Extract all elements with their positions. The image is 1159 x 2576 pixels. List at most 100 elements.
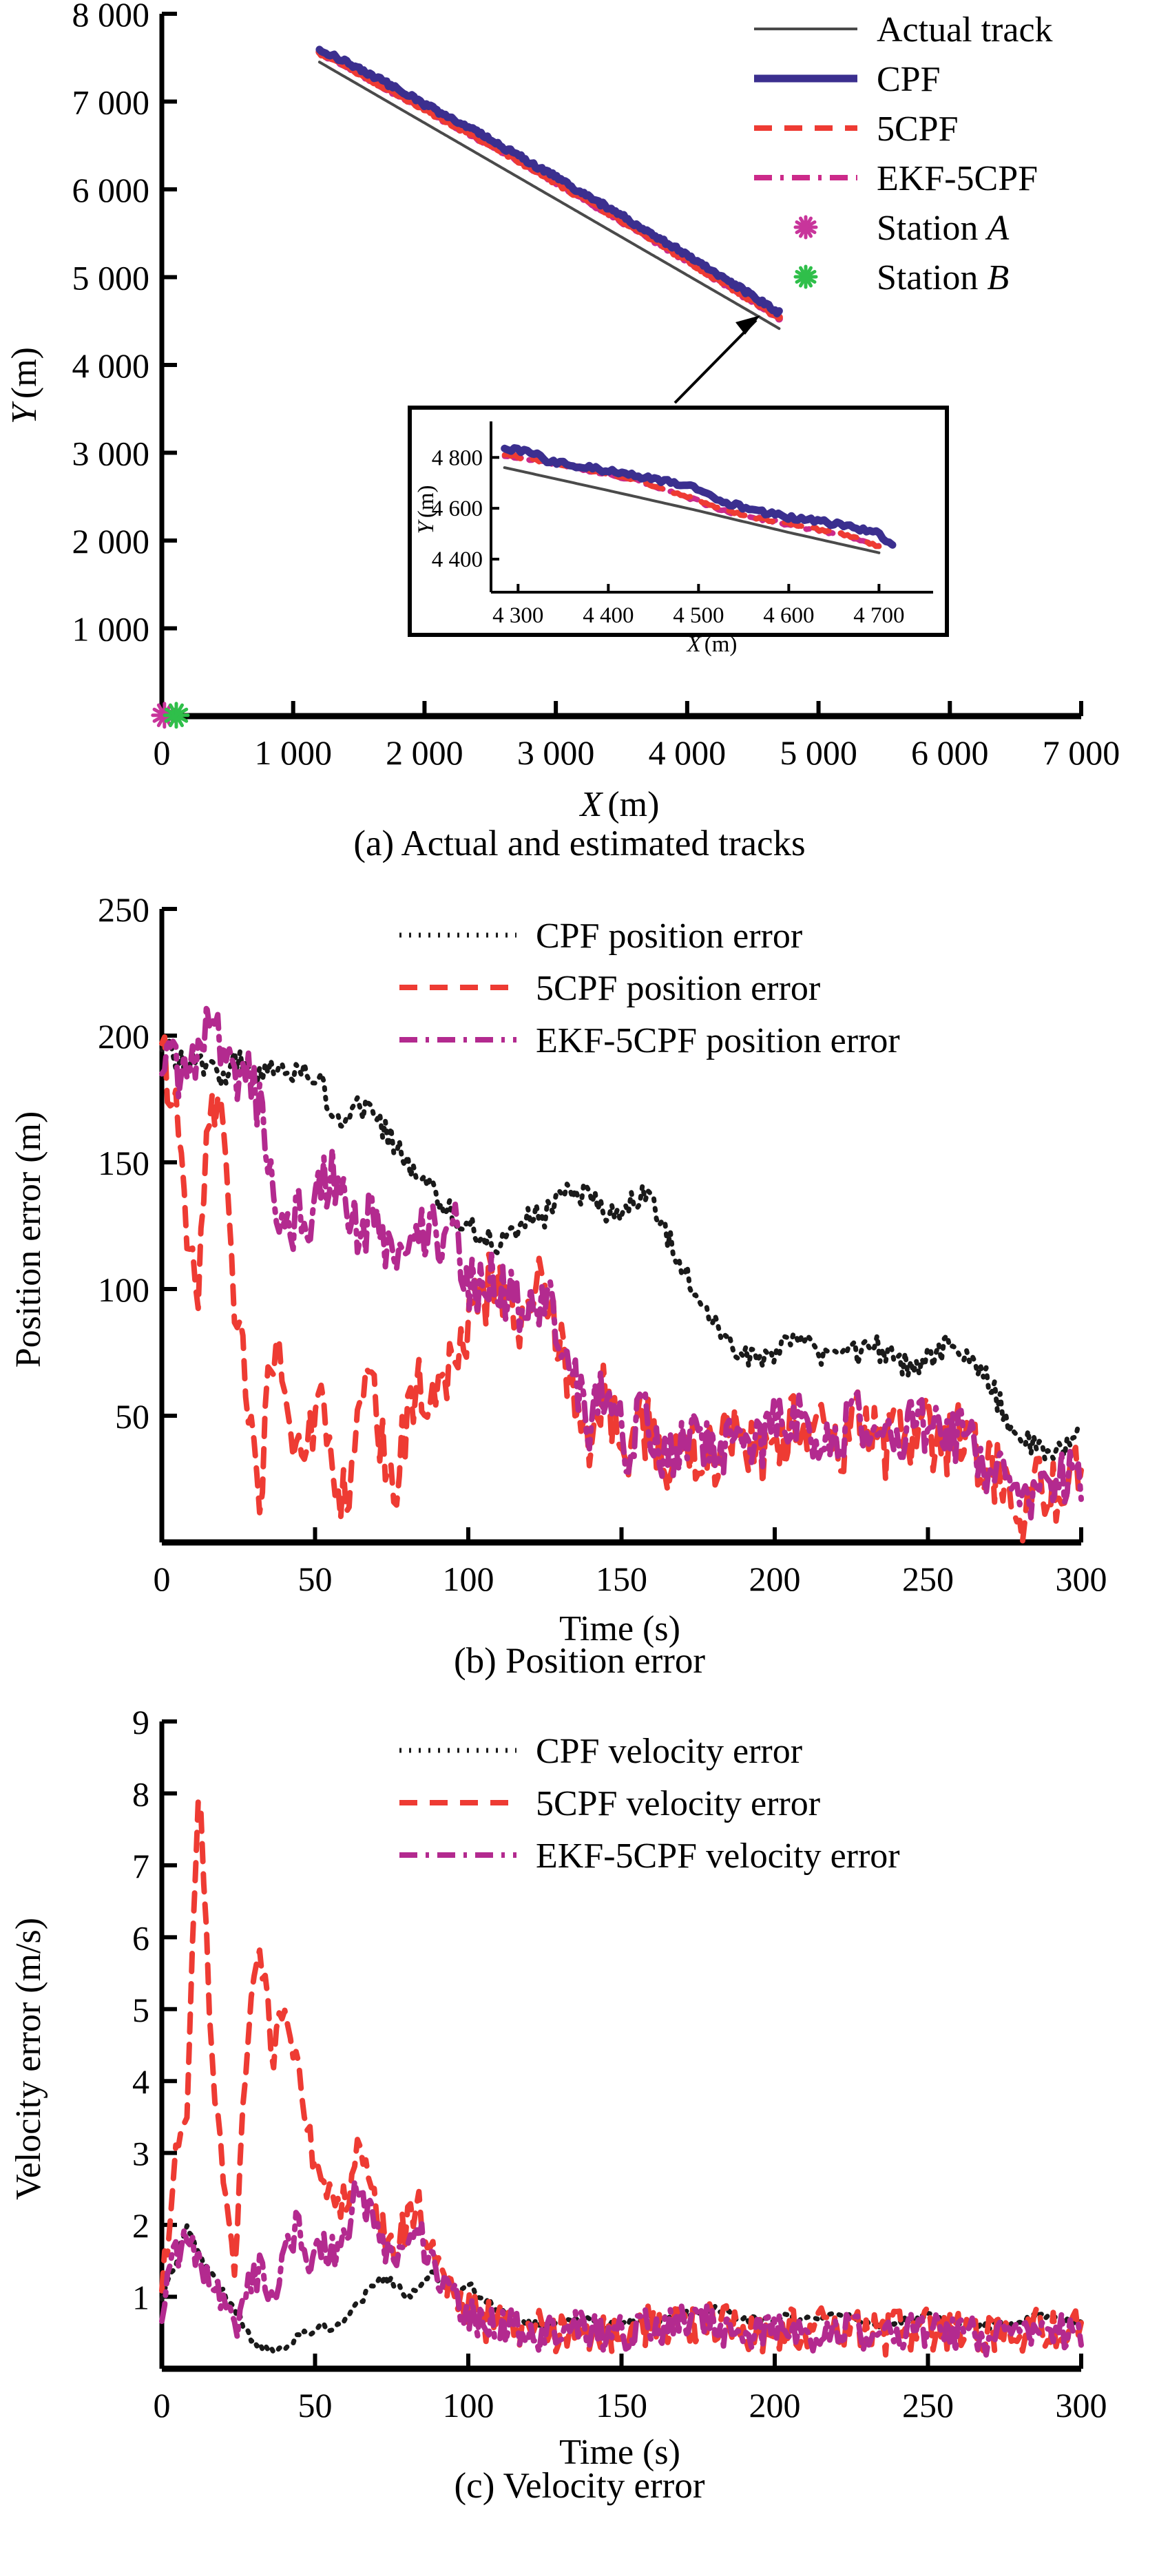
svg-text:Position error (m): Position error (m) [9, 1111, 48, 1368]
svg-text:Y(m): Y(m) [414, 485, 439, 534]
panel-b-y-axis-label: Position error (m) [9, 1111, 48, 1368]
panel-a-y-var: Y [5, 401, 44, 424]
legend-label: EKF-5CPF velocity error [536, 1836, 900, 1876]
panel-a-plot: 1 000 2 000 3 000 4 000 5 000 6 000 7 000 8 000… [0, 0, 1159, 847]
x-tick-label: 250 [902, 2386, 954, 2425]
x-tick-label: 150 [596, 1560, 647, 1598]
panel-c-velocity-error: 1 2 3 4 5 6 7 8 9 0 50 100 150 200 250 300 Velocity er… [0, 1708, 1159, 2576]
inset-y-tick-label: 4 800 [432, 446, 483, 470]
panel-c-legend: CPF velocity error 5CPF velocity error EKF… [399, 1732, 900, 1876]
x-tick-label: 5 000 [780, 733, 857, 772]
panel-a-x-axis-label: X (m) [579, 785, 660, 824]
series-ekf-5cpf-position-error [159, 1002, 1084, 1521]
y-tick-label: 7 [132, 1847, 149, 1885]
inset-x-tick-label: 4 300 [492, 603, 543, 628]
panel-c-series [159, 1799, 1084, 2358]
legend-label: CPF [877, 60, 941, 99]
legend-label: CPF velocity error [536, 1732, 802, 1771]
x-tick-label: 200 [749, 2386, 801, 2425]
legend-label: EKF-5CPF position error [536, 1021, 900, 1060]
track-actual-track [317, 61, 781, 331]
panel-b-svg: 50 100 150 200 250 0 50 100 150 200 250 300 Positi… [9, 895, 1107, 1648]
inset-x-tick-label: 4 600 [763, 603, 814, 628]
x-tick-label: 100 [443, 1560, 494, 1598]
panel-b-legend: CPF position error 5CPF position error EKF… [399, 917, 900, 1060]
series-ekf-5cpf-velocity-error [159, 2178, 1084, 2358]
y-tick-label: 8 [132, 1774, 149, 1813]
x-tick-label: 50 [298, 2386, 333, 2425]
panel-a-y-ticks: 1 000 2 000 3 000 4 000 5 000 6 000 7 000 8 000 [72, 0, 177, 649]
x-tick-label: 2 000 [386, 733, 463, 772]
legend-label: 5CPF velocity error [536, 1784, 820, 1823]
inset-x-axis-label: X (m) [686, 632, 738, 657]
panel-c-plot: 1 2 3 4 5 6 7 8 9 0 50 100 150 200 250 300 Velocity er… [0, 1708, 1159, 2493]
station-marker-b [163, 702, 190, 729]
legend-marker-star [793, 264, 818, 289]
star-ray [795, 270, 817, 284]
y-tick-label: 5 [132, 1991, 149, 2029]
y-tick-label: 5 000 [72, 259, 150, 297]
x-tick-label: 0 [154, 2386, 171, 2425]
y-tick-label: 6 [132, 1918, 149, 1957]
series-5cpf-velocity-error [159, 1799, 1084, 2358]
legend-label: EKF-5CPF [877, 159, 1038, 198]
y-tick-label: 150 [98, 1144, 149, 1182]
legend-label: CPF position error [536, 917, 802, 956]
inset-y-tick-label: 4 600 [432, 496, 483, 521]
legend-label: 5CPF [877, 109, 959, 149]
x-tick-label: 100 [443, 2386, 494, 2425]
panel-c-svg: 1 2 3 4 5 6 7 8 9 0 50 100 150 200 250 300 Velocity er… [9, 1708, 1107, 2472]
y-tick-label: 4 [132, 2062, 149, 2101]
y-tick-label: 8 000 [72, 0, 150, 34]
panel-b-x-axis-label: Time (s) [559, 1609, 680, 1648]
panel-a-x-var: X [579, 785, 604, 824]
inset-line-cpf [501, 444, 897, 549]
panel-a-track-lines [315, 45, 783, 331]
y-tick-label: 2 000 [72, 522, 150, 561]
inset-y-tick-label: 4 400 [432, 547, 483, 572]
legend-label: Actual track [877, 10, 1053, 50]
x-tick-label: 250 [902, 1560, 954, 1598]
y-tick-label: 200 [98, 1017, 149, 1056]
y-tick-label: 2 [132, 2206, 149, 2245]
panel-a-x-ticks: 0 1 000 2 000 3 000 4 000 5 000 6 000 7 000 [154, 701, 1120, 772]
track-5cpf [315, 48, 783, 322]
inset-line-actual-track [503, 466, 881, 554]
panel-b-plot: 50 100 150 200 250 0 50 100 150 200 250 300 Positi… [0, 895, 1159, 1659]
legend-marker-star [793, 215, 818, 240]
legend-label: 5CPF position error [536, 969, 820, 1008]
panel-a-x-unit: (m) [607, 785, 659, 824]
y-tick-label: 1 000 [72, 610, 150, 649]
x-tick-label: 50 [298, 1560, 333, 1598]
series-cpf-position-error [159, 1038, 1084, 1462]
star-ray [164, 707, 189, 723]
y-tick-label: 4 000 [72, 346, 150, 385]
panel-b-position-error: 50 100 150 200 250 0 50 100 150 200 250 300 Positi… [0, 895, 1159, 1708]
x-tick-label: 3 000 [517, 733, 595, 772]
panel-b-x-ticks: 0 50 100 150 200 250 300 [154, 1527, 1107, 1598]
x-tick-label: 200 [749, 1560, 801, 1598]
panel-a-caption: (a) Actual and estimated tracks [353, 824, 806, 863]
x-tick-label: 0 [154, 733, 171, 772]
x-tick-label: 300 [1056, 2386, 1107, 2425]
y-tick-label: 1 [132, 2279, 149, 2317]
svg-text:Velocity error (m/s): Velocity error (m/s) [9, 1918, 48, 2200]
panel-c-y-ticks: 1 2 3 4 5 6 7 8 9 [132, 1708, 177, 2317]
panel-b-y-ticks: 50 100 150 200 250 [98, 895, 177, 1436]
star-ray [795, 220, 817, 234]
inset-frame [408, 406, 949, 637]
panel-a-y-unit: (m) [5, 347, 44, 399]
x-tick-label: 1 000 [254, 733, 332, 772]
panel-c-y-axis-label: Velocity error (m/s) [9, 1918, 48, 2200]
track-cpf [315, 45, 783, 317]
x-tick-label: 6 000 [911, 733, 989, 772]
inset-pointer-arrowhead [735, 315, 760, 335]
series-5cpf-position-error [159, 1034, 1084, 1545]
x-tick-label: 4 000 [649, 733, 727, 772]
inset-x-tick-label: 4 400 [583, 603, 634, 628]
y-tick-label: 100 [98, 1270, 149, 1309]
y-tick-label: 9 [132, 1708, 149, 1741]
y-tick-label: 7 000 [72, 83, 150, 122]
legend-label: Station A [877, 209, 1009, 248]
